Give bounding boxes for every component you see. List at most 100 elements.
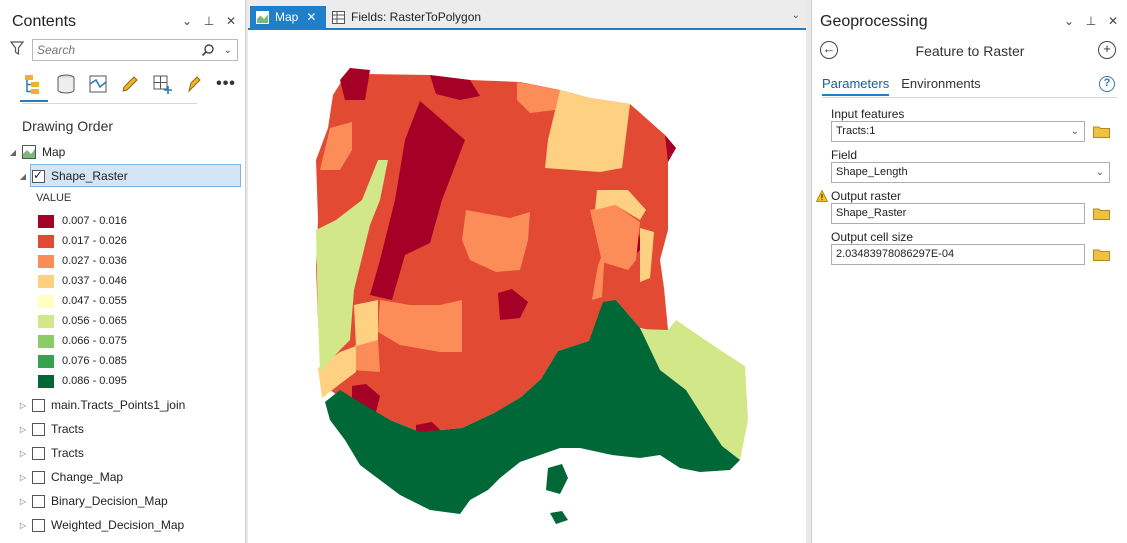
legend-label: 0.007 - 0.016 bbox=[62, 215, 127, 227]
output-raster-input[interactable]: Shape_Raster bbox=[831, 203, 1085, 224]
layer-row[interactable]: ▷ Weighted_Decision_Map bbox=[18, 514, 184, 536]
layer-row[interactable]: ▷ Change_Map bbox=[18, 466, 123, 488]
filter-icon[interactable] bbox=[10, 41, 24, 55]
raster-zone bbox=[640, 320, 748, 460]
legend-swatch[interactable] bbox=[38, 234, 54, 248]
expand-triangle-icon[interactable]: ▷ bbox=[19, 448, 27, 458]
expand-triangle-icon[interactable]: ▷ bbox=[19, 424, 27, 434]
pin-icon[interactable]: ⊥ bbox=[1085, 14, 1097, 28]
close-icon[interactable]: ✕ bbox=[306, 10, 317, 24]
legend-item[interactable]: 0.086 - 0.095 bbox=[38, 371, 127, 391]
folder-icon[interactable] bbox=[1093, 125, 1110, 138]
legend-swatch[interactable] bbox=[38, 354, 54, 368]
close-icon[interactable]: ✕ bbox=[225, 14, 237, 28]
legend-swatch[interactable] bbox=[38, 294, 54, 308]
pane-options-icon[interactable]: ⌄ bbox=[181, 14, 193, 28]
raster-zone bbox=[325, 300, 740, 514]
raster-zone bbox=[370, 101, 465, 300]
output-raster-value: Shape_Raster bbox=[836, 207, 907, 219]
contents-pane-controls: ⌄ ⊥ ✕ bbox=[181, 14, 237, 28]
legend-item[interactable]: 0.027 - 0.036 bbox=[38, 251, 127, 271]
gp-pane-controls: ⌄ ⊥ ✕ bbox=[1063, 14, 1119, 28]
input-features-select[interactable]: Tracts:1 ⌄ bbox=[831, 121, 1085, 142]
layer-row[interactable]: ▷ main.Tracts_Points1_join bbox=[18, 394, 185, 416]
legend-swatch[interactable] bbox=[38, 274, 54, 288]
layer-visibility-checkbox[interactable] bbox=[32, 398, 45, 412]
back-arrow-icon[interactable]: ← bbox=[820, 41, 838, 59]
add-icon[interactable]: + bbox=[1098, 41, 1116, 59]
tab-map-label: Map bbox=[275, 10, 299, 24]
legend-item[interactable]: 0.066 - 0.075 bbox=[38, 331, 127, 351]
layer-visibility-checkbox[interactable] bbox=[32, 168, 45, 183]
tree-map-row[interactable]: ◢ Map bbox=[8, 141, 65, 163]
layer-row[interactable]: ▷ Tracts bbox=[18, 418, 84, 440]
list-by-selection-button[interactable] bbox=[86, 70, 110, 98]
drawing-order-icon bbox=[25, 75, 39, 94]
layer-visibility-checkbox[interactable] bbox=[32, 494, 45, 508]
legend-swatch[interactable] bbox=[38, 334, 54, 348]
legend-item[interactable]: 0.076 - 0.085 bbox=[38, 351, 127, 371]
layer-visibility-checkbox[interactable] bbox=[32, 446, 45, 460]
legend-swatch[interactable] bbox=[38, 214, 54, 228]
chevron-down-icon[interactable]: ⌄ bbox=[791, 10, 800, 21]
database-icon bbox=[57, 74, 75, 94]
legend-label: 0.017 - 0.026 bbox=[62, 235, 127, 247]
legend-swatch[interactable] bbox=[38, 314, 54, 328]
view-tabbar: Map ✕ Fields: RasterToPolygon ⌄ bbox=[248, 0, 806, 30]
map-canvas[interactable] bbox=[248, 32, 806, 543]
help-icon[interactable]: ? bbox=[1099, 76, 1115, 92]
list-by-source-button[interactable] bbox=[54, 70, 78, 98]
more-options-button[interactable]: ••• bbox=[216, 75, 236, 92]
contents-title: Contents bbox=[12, 13, 77, 30]
raster-zone bbox=[665, 135, 676, 162]
layer-row-shape-raster[interactable]: ◢ Shape_Raster bbox=[18, 165, 128, 187]
geoprocessing-title: Geoprocessing bbox=[820, 13, 928, 30]
legend-swatch[interactable] bbox=[38, 374, 54, 388]
legend-item[interactable]: 0.017 - 0.026 bbox=[38, 231, 127, 251]
raster-zone bbox=[498, 289, 528, 320]
pin-icon[interactable]: ⊥ bbox=[203, 14, 215, 28]
folder-icon[interactable] bbox=[1093, 248, 1110, 261]
expand-triangle-icon[interactable]: ▷ bbox=[19, 496, 27, 506]
warning-icon bbox=[816, 190, 828, 202]
tab-map[interactable]: Map ✕ bbox=[250, 6, 326, 28]
legend-item[interactable]: 0.007 - 0.016 bbox=[38, 211, 127, 231]
raster-zone bbox=[545, 90, 630, 172]
raster-zone bbox=[550, 511, 568, 524]
list-by-labeling-button[interactable] bbox=[182, 70, 206, 98]
list-by-drawing-order-button[interactable] bbox=[20, 70, 48, 102]
legend-item[interactable]: 0.047 - 0.055 bbox=[38, 291, 127, 311]
legend-swatch[interactable] bbox=[38, 254, 54, 268]
expand-triangle-icon[interactable]: ▷ bbox=[19, 400, 27, 410]
layer-row[interactable]: ▷ Tracts bbox=[18, 442, 84, 464]
cell-size-input[interactable]: 2.03483978086297E-04 bbox=[831, 244, 1085, 265]
raster-map[interactable] bbox=[248, 32, 806, 543]
close-icon[interactable]: ✕ bbox=[1107, 14, 1119, 28]
chevron-down-icon[interactable]: ⌄ bbox=[1095, 167, 1104, 178]
search-input[interactable] bbox=[33, 40, 183, 60]
list-by-editing-button[interactable] bbox=[118, 70, 142, 98]
layer-row[interactable]: ▷ Binary_Decision_Map bbox=[18, 490, 168, 512]
search-icon[interactable] bbox=[201, 43, 215, 57]
layer-visibility-checkbox[interactable] bbox=[32, 518, 45, 532]
list-by-snapping-button[interactable] bbox=[150, 70, 174, 98]
chevron-down-icon[interactable]: ⌄ bbox=[1070, 126, 1079, 137]
labeling-icon bbox=[188, 76, 201, 93]
collapse-triangle-icon[interactable]: ◢ bbox=[9, 147, 17, 157]
expand-triangle-icon[interactable]: ▷ bbox=[19, 472, 27, 482]
tab-fields[interactable]: Fields: RasterToPolygon bbox=[332, 6, 481, 28]
collapse-triangle-icon[interactable]: ◢ bbox=[19, 171, 27, 181]
chevron-down-icon[interactable]: ⌄ bbox=[223, 45, 232, 56]
layer-visibility-checkbox[interactable] bbox=[32, 422, 45, 436]
raster-zone bbox=[517, 82, 560, 113]
pane-options-icon[interactable]: ⌄ bbox=[1063, 14, 1075, 28]
legend-item[interactable]: 0.056 - 0.065 bbox=[38, 311, 127, 331]
raster-zone bbox=[595, 190, 646, 220]
folder-icon[interactable] bbox=[1093, 207, 1110, 220]
expand-triangle-icon[interactable]: ▷ bbox=[19, 520, 27, 530]
tab-parameters[interactable]: Parameters bbox=[822, 76, 890, 96]
tab-environments[interactable]: Environments bbox=[901, 76, 981, 91]
legend-item[interactable]: 0.037 - 0.046 bbox=[38, 271, 127, 291]
field-select[interactable]: Shape_Length ⌄ bbox=[831, 162, 1110, 183]
layer-visibility-checkbox[interactable] bbox=[32, 470, 45, 484]
